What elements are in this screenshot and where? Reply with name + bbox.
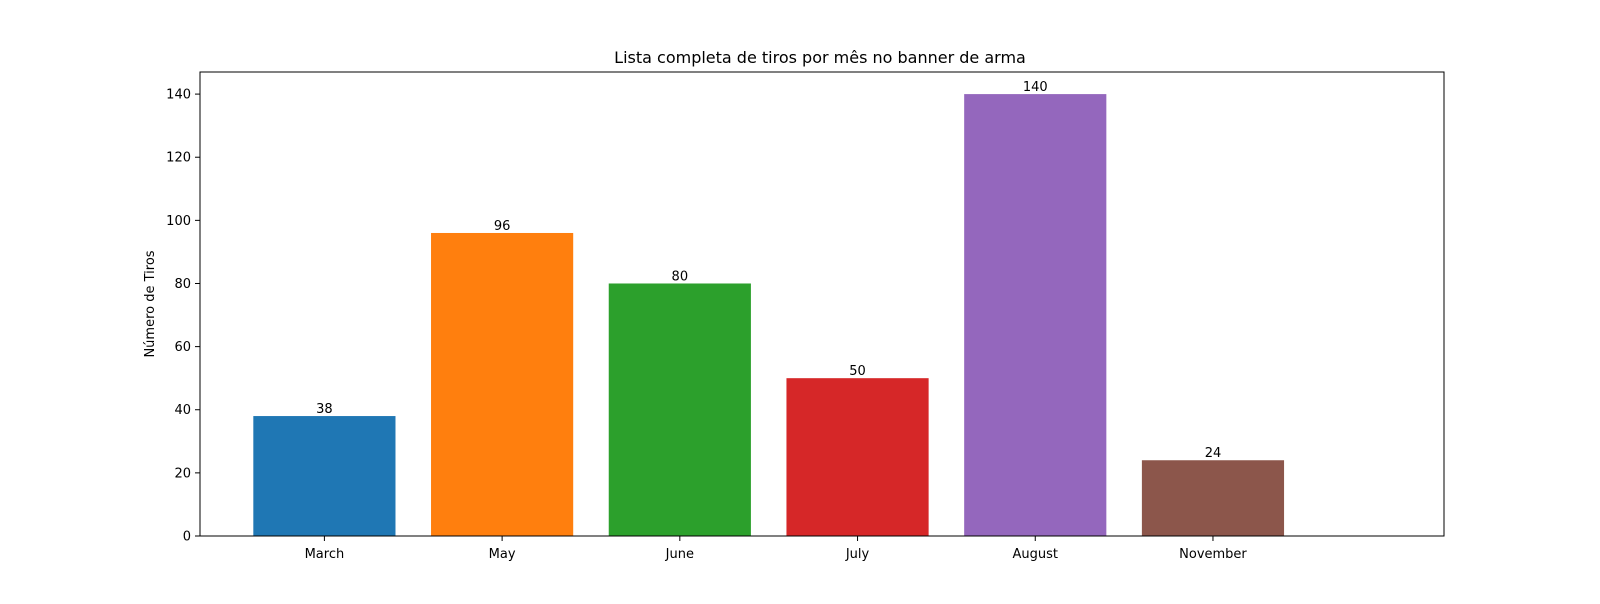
y-tick-label: 40 xyxy=(174,403,191,418)
y-tick-label: 60 xyxy=(174,340,191,355)
data-label-august: 140 xyxy=(1023,80,1048,95)
data-label-july: 50 xyxy=(849,364,866,379)
plot-frame xyxy=(199,71,1445,537)
data-label-march: 38 xyxy=(316,402,333,417)
x-tick-label: November xyxy=(1179,547,1247,562)
bar-november xyxy=(1141,460,1285,536)
y-axis-ticks: 0 20 40 60 80 100 120 140 xyxy=(166,88,200,545)
y-tick-label: 20 xyxy=(174,466,191,481)
data-label-may: 96 xyxy=(494,219,511,234)
chart-title: Lista completa de tiros por mês no banne… xyxy=(614,48,1026,67)
y-tick-label: 100 xyxy=(166,214,191,229)
data-labels-layer: 38 96 80 50 140 24 xyxy=(316,80,1221,461)
y-tick-label: 80 xyxy=(174,277,191,292)
bar-july xyxy=(786,378,929,536)
bar-may xyxy=(431,232,574,536)
bar-june xyxy=(608,283,751,536)
data-label-november: 24 xyxy=(1205,446,1222,461)
y-axis-label: Número de Tiros xyxy=(143,250,158,357)
y-tick-label: 120 xyxy=(166,151,191,166)
x-axis-ticks: March May June July August November xyxy=(305,536,1247,562)
x-tick-label: August xyxy=(1013,547,1059,562)
x-tick-label: June xyxy=(665,547,694,562)
x-tick-label: July xyxy=(845,547,870,562)
y-tick-label: 0 xyxy=(183,530,191,545)
x-tick-label: May xyxy=(489,547,516,562)
bar-march xyxy=(253,416,396,536)
bars-layer xyxy=(253,94,1285,536)
bar-august xyxy=(964,94,1107,536)
x-tick-label: March xyxy=(305,547,345,562)
y-tick-label: 140 xyxy=(166,88,191,103)
data-label-june: 80 xyxy=(672,269,689,284)
